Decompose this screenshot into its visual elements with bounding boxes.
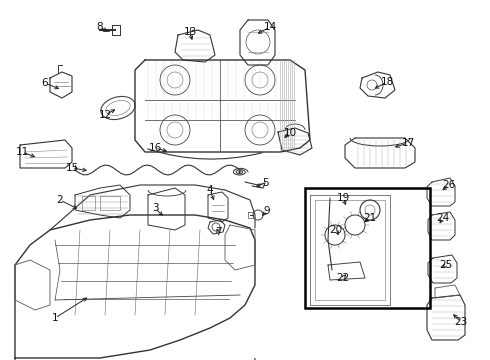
- Text: 5: 5: [262, 178, 269, 188]
- Text: 13: 13: [183, 27, 196, 37]
- Text: 25: 25: [440, 260, 453, 270]
- Text: 16: 16: [148, 143, 162, 153]
- Text: 6: 6: [42, 78, 49, 88]
- Text: 26: 26: [442, 180, 456, 190]
- Bar: [305, 188, 430, 308]
- Text: 17: 17: [401, 138, 415, 148]
- Text: 4: 4: [207, 185, 213, 195]
- Text: 8: 8: [97, 22, 103, 32]
- Text: 11: 11: [15, 147, 28, 157]
- Text: 19: 19: [336, 193, 350, 203]
- Text: 18: 18: [380, 77, 393, 87]
- Text: 23: 23: [454, 317, 467, 327]
- Text: 10: 10: [283, 128, 296, 138]
- Text: 9: 9: [264, 206, 270, 216]
- Text: 24: 24: [437, 213, 450, 223]
- Text: 3: 3: [152, 203, 158, 213]
- Text: 1: 1: [51, 313, 58, 323]
- Text: 21: 21: [364, 213, 377, 223]
- Text: 7: 7: [215, 227, 221, 237]
- Text: 22: 22: [336, 273, 350, 283]
- Text: 15: 15: [65, 163, 78, 173]
- Text: 20: 20: [329, 225, 343, 235]
- Text: 14: 14: [264, 22, 277, 32]
- Text: 2: 2: [57, 195, 63, 205]
- Text: 12: 12: [98, 110, 112, 120]
